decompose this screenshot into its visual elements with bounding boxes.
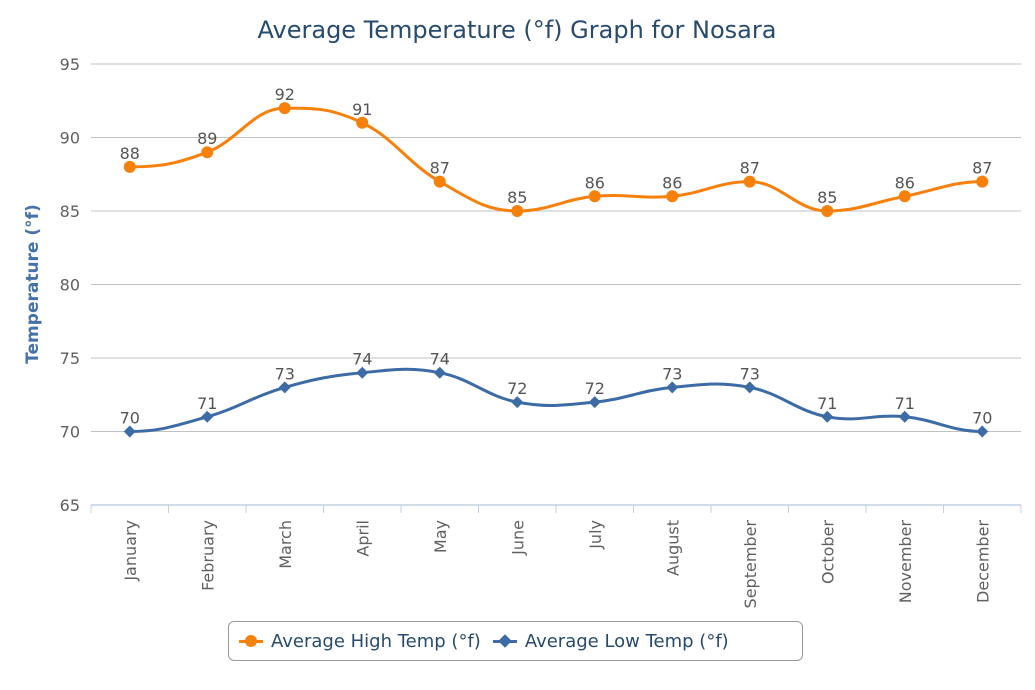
data-label: 72: [507, 379, 527, 398]
y-tick-label: 95: [60, 55, 80, 74]
data-label: 70: [972, 409, 992, 428]
data-point-circle: [278, 102, 291, 115]
legend-label-high: Average High Temp (°f): [271, 630, 481, 652]
data-point-diamond: [666, 381, 679, 394]
data-point-circle: [433, 175, 446, 188]
chart-title: Average Temperature (°f) Graph for Nosar…: [258, 16, 777, 44]
legend: Average High Temp (°f) Average Low Temp …: [228, 621, 803, 661]
data-point-diamond: [821, 410, 834, 423]
data-label: 89: [197, 129, 217, 148]
data-label: 73: [275, 364, 295, 383]
data-point-circle: [821, 205, 834, 217]
data-label: 73: [740, 364, 760, 383]
legend-label-low: Average Low Temp (°f): [524, 630, 729, 652]
x-tick-label: April: [353, 520, 372, 557]
x-tick-label: February: [198, 520, 217, 591]
data-point-diamond: [123, 425, 136, 438]
data-label: 74: [352, 350, 372, 369]
data-point-circle: [976, 175, 989, 188]
data-label: 91: [352, 100, 372, 119]
data-point-diamond: [511, 396, 524, 409]
data-label: 86: [895, 173, 915, 192]
data-label: 70: [120, 409, 140, 428]
y-tick-label: 65: [60, 496, 80, 515]
data-label: 74: [430, 350, 450, 369]
data-point-circle: [898, 190, 911, 203]
x-tick-label: June: [508, 520, 527, 556]
data-label: 71: [895, 394, 915, 413]
data-point-diamond: [743, 381, 756, 394]
x-tick-label: October: [818, 520, 837, 584]
series-line-0: [129, 106, 983, 213]
data-point-diamond: [976, 425, 989, 438]
data-label: 86: [662, 173, 682, 192]
data-label: 88: [120, 144, 140, 163]
x-tick-label: July: [586, 520, 605, 550]
y-tick-label: 85: [60, 202, 80, 221]
data-point-circle: [356, 116, 369, 129]
x-tick-label: January: [121, 520, 140, 582]
data-point-circle: [511, 205, 524, 217]
data-label: 87: [972, 159, 992, 178]
circle-marker-icon: [239, 634, 263, 648]
data-point-circle: [588, 190, 601, 203]
data-point-diamond: [588, 396, 601, 409]
y-tick-label: 70: [60, 423, 80, 442]
data-label: 87: [740, 159, 760, 178]
y-tick-label: 80: [60, 276, 80, 295]
data-point-diamond: [356, 366, 369, 379]
data-label: 72: [585, 379, 605, 398]
data-label: 85: [817, 188, 837, 207]
data-label: 87: [430, 159, 450, 178]
x-tick-label: December: [973, 520, 992, 603]
data-point-diamond: [201, 410, 214, 423]
y-tick-label: 75: [60, 349, 80, 368]
data-label: 92: [275, 85, 295, 104]
data-point-circle: [743, 175, 756, 188]
data-label: 85: [507, 188, 527, 207]
data-label: 71: [817, 394, 837, 413]
data-label: 86: [585, 173, 605, 192]
legend-item-low[interactable]: Average Low Temp (°f): [492, 630, 729, 652]
x-tick-label: August: [663, 520, 682, 576]
x-tick-label: November: [896, 520, 915, 604]
data-label: 71: [197, 394, 217, 413]
data-label: 73: [662, 364, 682, 383]
y-axis-label: Temperature (°f): [23, 204, 43, 364]
legend-item-high[interactable]: Average High Temp (°f): [239, 631, 481, 652]
series-line-1: [129, 367, 983, 433]
x-tick-label: September: [741, 520, 760, 609]
data-point-circle: [666, 190, 679, 203]
diamond-marker-icon: [492, 634, 517, 648]
data-point-diamond: [433, 366, 446, 379]
data-point-circle: [201, 146, 214, 159]
x-tick-label: May: [431, 520, 450, 553]
data-point-diamond: [278, 381, 291, 394]
x-tick-label: March: [276, 520, 295, 569]
data-point-circle: [123, 160, 136, 173]
y-tick-label: 90: [60, 129, 80, 148]
data-point-diamond: [898, 410, 911, 423]
